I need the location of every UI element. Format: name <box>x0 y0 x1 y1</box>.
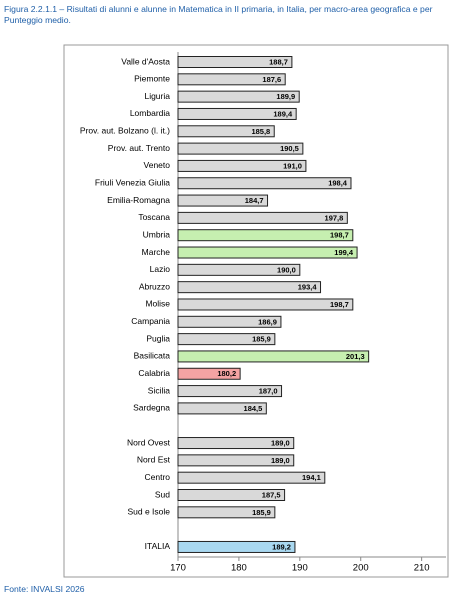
y-tick-label: Liguria <box>144 91 170 101</box>
y-tick-label: Puglia <box>146 333 170 343</box>
chart-frame <box>63 44 449 578</box>
value-label: 189,0 <box>271 439 290 448</box>
bar <box>177 263 301 276</box>
y-tick-label: ITALIA <box>145 541 171 551</box>
value-label: 189,0 <box>271 456 290 465</box>
x-tick-label: 210 <box>414 563 430 574</box>
value-label: 199,4 <box>334 248 354 257</box>
value-label: 188,7 <box>269 57 288 66</box>
bar <box>177 454 295 467</box>
y-tick-label: Nord Est <box>137 455 171 465</box>
value-label: 189,4 <box>273 109 293 118</box>
bar <box>177 367 241 380</box>
bar <box>177 125 275 138</box>
value-label: 184,7 <box>245 196 264 205</box>
value-label: 185,8 <box>251 127 270 136</box>
bar <box>177 540 296 553</box>
y-tick-label: Friuli Venezia Giulia <box>95 177 170 187</box>
value-label: 190,5 <box>280 144 299 153</box>
bar <box>177 333 276 346</box>
y-tick-label: Abruzzo <box>139 281 170 291</box>
y-tick-label: Molise <box>145 299 170 309</box>
bar <box>177 177 352 190</box>
value-label: 187,0 <box>259 387 278 396</box>
bar <box>177 194 269 207</box>
y-tick-label: Sud <box>155 489 170 499</box>
value-label: 190,0 <box>277 265 296 274</box>
bar <box>177 385 283 398</box>
bar <box>177 107 297 120</box>
y-tick-label: Lombardia <box>130 108 170 118</box>
x-tick-label: 180 <box>231 563 247 574</box>
value-label: 187,5 <box>262 490 281 499</box>
bar <box>177 73 286 86</box>
x-tick-label: 190 <box>292 563 308 574</box>
y-tick-label: Calabria <box>138 368 170 378</box>
value-label: 198,7 <box>330 231 349 240</box>
value-label: 189,2 <box>272 542 291 551</box>
bar <box>177 471 326 484</box>
bar <box>177 281 322 294</box>
y-tick-label: Sicilia <box>148 385 170 395</box>
y-tick-label: Toscana <box>138 212 170 222</box>
bar <box>177 350 370 363</box>
y-tick-label: Veneto <box>144 160 171 170</box>
y-tick-label: Umbria <box>143 229 171 239</box>
bar <box>177 506 276 519</box>
bar <box>177 315 282 328</box>
y-tick-label: Emilia-Romagna <box>107 195 170 205</box>
bar <box>177 489 286 501</box>
x-tick-label: 170 <box>170 563 186 574</box>
bar <box>177 90 300 103</box>
bar <box>177 56 293 68</box>
x-tick-label: 200 <box>353 563 369 574</box>
y-tick-label: Piemonte <box>134 74 170 84</box>
value-label: 201,3 <box>346 352 365 361</box>
value-label: 185,9 <box>252 335 271 344</box>
value-label: 189,9 <box>276 92 295 101</box>
y-tick-label: Basilicata <box>134 351 171 361</box>
y-tick-label: Lazio <box>150 264 171 274</box>
value-label: 198,4 <box>328 179 348 188</box>
value-label: 187,6 <box>262 75 281 84</box>
value-label: 186,9 <box>258 317 277 326</box>
value-label: 198,7 <box>330 300 349 309</box>
y-tick-label: Marche <box>142 247 171 257</box>
chart-title: Figura 2.2.1.1 – Risultati di alunni e a… <box>4 4 433 25</box>
bar <box>177 298 354 311</box>
bar <box>177 229 354 242</box>
value-label: 191,0 <box>283 161 302 170</box>
bar <box>177 142 304 155</box>
value-label: 197,8 <box>325 213 344 222</box>
value-label: 184,5 <box>244 404 263 413</box>
y-tick-label: Sud e Isole <box>127 507 170 517</box>
y-tick-label: Prov. aut. Trento <box>108 143 170 153</box>
source: Fonte: INVALSI 2026 <box>4 584 85 594</box>
bar <box>177 159 307 172</box>
bar <box>177 211 348 224</box>
y-tick-label: Valle d'Aosta <box>121 56 170 66</box>
bar <box>177 246 358 259</box>
value-label: 180,2 <box>217 369 236 378</box>
y-tick-label: Campania <box>131 316 170 326</box>
bar <box>177 402 267 415</box>
value-label: 193,4 <box>298 283 318 292</box>
y-tick-label: Prov. aut. Bolzano (l. it.) <box>80 126 170 136</box>
bar <box>177 437 295 450</box>
value-label: 194,1 <box>302 473 321 482</box>
value-label: 185,9 <box>252 508 271 517</box>
y-tick-label: Sardegna <box>133 403 170 413</box>
y-tick-label: Centro <box>144 472 170 482</box>
y-tick-label: Nord Ovest <box>127 437 171 447</box>
